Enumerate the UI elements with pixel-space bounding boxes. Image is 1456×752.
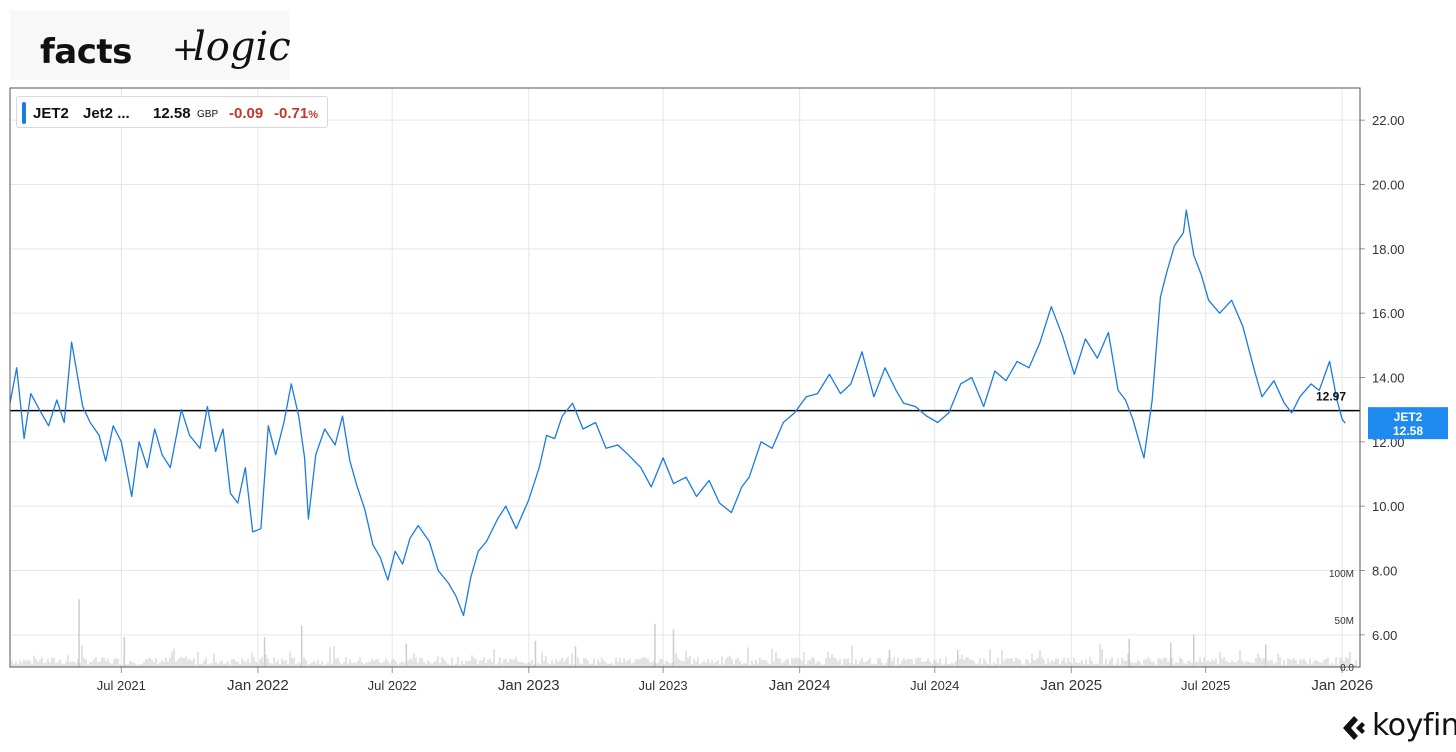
x-tick-label: Jul 2023 bbox=[639, 678, 688, 693]
volume-tick-label: 50M bbox=[1335, 616, 1354, 627]
last-value-tag-value: 12.58 bbox=[1393, 424, 1423, 438]
axes bbox=[9, 87, 1365, 673]
logo-logic-text: logic bbox=[193, 24, 291, 70]
volume-bars bbox=[11, 599, 1357, 667]
legend-ticker: JET2 bbox=[33, 105, 69, 122]
y-tick-label: 14.00 bbox=[1372, 371, 1405, 386]
legend-change-pct: -0.71% bbox=[274, 105, 318, 122]
axis-labels: 22.0020.0018.0016.0014.0012.0010.008.006… bbox=[97, 113, 1448, 694]
x-tick-label: Jul 2025 bbox=[1181, 678, 1230, 693]
x-tick-label: Jan 2024 bbox=[769, 677, 831, 694]
plot-frame bbox=[9, 87, 1361, 668]
x-tick-label: Jan 2022 bbox=[227, 677, 289, 694]
y-tick-label: 20.00 bbox=[1372, 178, 1405, 193]
x-tick-label: Jul 2024 bbox=[910, 678, 959, 693]
last-value-tag-name: JET2 bbox=[1394, 410, 1423, 424]
volume-tick-label: 100M bbox=[1329, 569, 1354, 580]
plot-lines bbox=[9, 209, 1360, 617]
legend-price: 12.58 bbox=[153, 105, 191, 122]
reference-line-label: 12.97 bbox=[1316, 390, 1346, 404]
series-color-swatch bbox=[22, 102, 26, 124]
grid-lines bbox=[10, 88, 1360, 667]
price-series-line bbox=[9, 209, 1346, 617]
y-tick-label: 10.00 bbox=[1372, 499, 1405, 514]
last-value-tag bbox=[1368, 407, 1448, 440]
x-tick-label: Jan 2026 bbox=[1311, 677, 1373, 694]
y-tick-label: 18.00 bbox=[1372, 242, 1405, 257]
y-tick-label: 16.00 bbox=[1372, 306, 1405, 321]
legend-currency: GBP bbox=[197, 109, 219, 120]
x-tick-label: Jan 2025 bbox=[1040, 677, 1102, 694]
ticker-legend[interactable]: JET2 Jet2 ... 12.58 GBP -0.09 -0.71% bbox=[16, 96, 328, 128]
koyfin-mark-icon bbox=[1343, 716, 1365, 740]
y-tick-label: 6.00 bbox=[1372, 628, 1397, 643]
legend-change: -0.09 bbox=[229, 105, 264, 122]
x-tick-label: Jul 2022 bbox=[368, 678, 417, 693]
x-tick-label: Jul 2021 bbox=[97, 678, 146, 693]
koyfin-logo-text: koyfin bbox=[1372, 708, 1456, 743]
facts-logic-logo: facts + logic bbox=[10, 10, 291, 80]
legend-company-name: Jet2 ... bbox=[83, 105, 130, 122]
legend-change-pct-value: -0.71 bbox=[274, 105, 309, 122]
y-tick-label: 22.00 bbox=[1372, 113, 1405, 128]
logo-plus-text: + bbox=[172, 30, 199, 68]
legend-pct-sign: % bbox=[308, 109, 318, 121]
x-tick-label: Jan 2023 bbox=[498, 677, 560, 694]
volume-baseline-bars bbox=[11, 643, 1357, 667]
logo-facts-text: facts bbox=[40, 32, 132, 72]
volume-tick-label: 0.0 bbox=[1340, 663, 1354, 674]
y-tick-label: 8.00 bbox=[1372, 564, 1397, 579]
